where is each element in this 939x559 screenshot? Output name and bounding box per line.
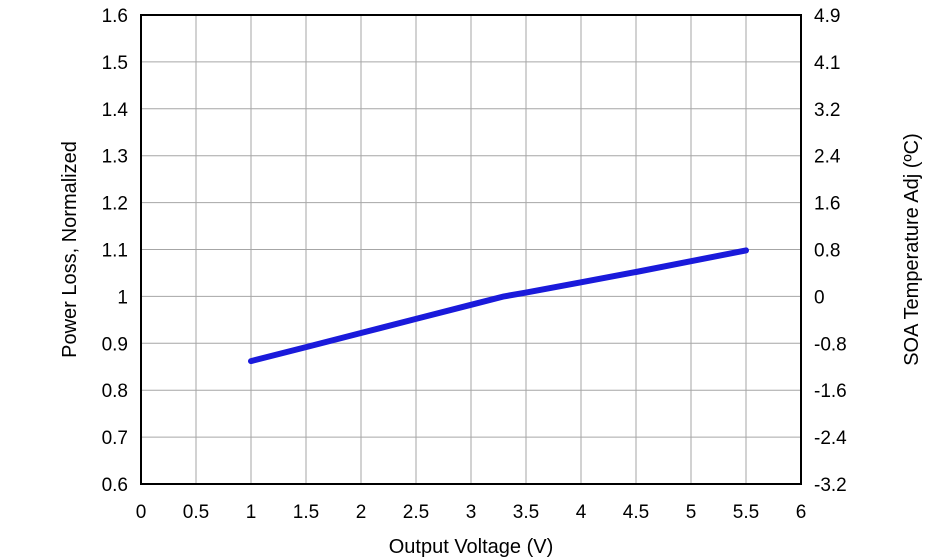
x-tick-label: 4	[576, 502, 587, 523]
y-tick-label: 0.8	[102, 381, 128, 402]
series-line	[248, 247, 749, 365]
x-tick-label: 6	[796, 502, 807, 523]
y2-tick-label: 3.2	[814, 100, 840, 121]
y2-tick-label: 4.9	[814, 6, 840, 27]
y-tick-label: 1.1	[102, 241, 128, 262]
x-tick-label: 3	[466, 502, 477, 523]
x-tick-label: 2.5	[403, 502, 429, 523]
y-tick-label: 0.7	[102, 428, 128, 449]
x-tick-label: 2	[356, 502, 367, 523]
x-tick-labels: 0 0.5 1 1.5 2 2.5 3 3.5 4 4.5 5 5.5 6	[136, 502, 807, 523]
plot-frame	[140, 14, 802, 485]
y-tick-label: 1	[117, 287, 128, 308]
x-tick-label: 1.5	[293, 502, 319, 523]
series-group	[248, 247, 749, 365]
y2-tick-label: 0	[814, 287, 825, 308]
y-tick-label: 0.6	[102, 475, 128, 496]
y-tick-label: 1.6	[102, 6, 128, 27]
grid-lines	[141, 15, 801, 484]
y-tick-label: 1.5	[102, 53, 128, 74]
x-tick-label: 5.5	[733, 502, 759, 523]
y2-tick-label: 2.4	[814, 147, 841, 168]
y2-tick-label: 0.8	[814, 241, 840, 262]
x-tick-label: 0	[136, 502, 147, 523]
y-tick-label: 1.3	[102, 147, 128, 168]
y2-tick-label: -2.4	[814, 428, 847, 449]
y-tick-label: 1.2	[102, 194, 128, 215]
x-tick-label: 4.5	[623, 502, 649, 523]
x-tick-label: 5	[686, 502, 697, 523]
y2-tick-label: -3.2	[814, 475, 847, 496]
y-tick-label: 1.4	[102, 100, 129, 121]
y-tick-labels: 0.6 0.7 0.8 0.9 1 1.1 1.2 1.3 1.4 1.5 1.6	[102, 6, 129, 496]
x-axis-title: Output Voltage (V)	[389, 536, 554, 558]
y2-tick-label: -0.8	[814, 334, 847, 355]
y2-tick-label: 1.6	[814, 194, 840, 215]
x-tick-label: 3.5	[513, 502, 539, 523]
y2-axis-title: SOA Temperature Adj (ºC)	[901, 133, 923, 366]
y-axis-title: Power Loss, Normalized	[59, 141, 81, 358]
x-tick-label: 1	[246, 502, 257, 523]
y-tick-label: 0.9	[102, 334, 128, 355]
y2-tick-label: -1.6	[814, 381, 847, 402]
y2-tick-label: 4.1	[814, 53, 840, 74]
x-tick-label: 0.5	[183, 502, 209, 523]
y2-tick-labels: -3.2 -2.4 -1.6 -0.8 0 0.8 1.6 2.4 3.2 4.1 4.9	[814, 6, 847, 496]
